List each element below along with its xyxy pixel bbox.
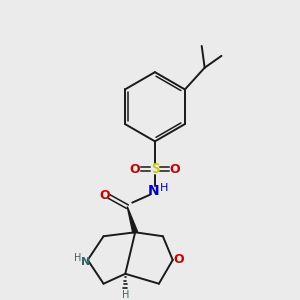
Text: O: O bbox=[169, 163, 180, 176]
Text: H: H bbox=[74, 253, 82, 263]
Text: O: O bbox=[130, 163, 140, 176]
Text: O: O bbox=[173, 254, 184, 266]
Text: O: O bbox=[99, 189, 110, 202]
Polygon shape bbox=[127, 207, 137, 233]
Text: H: H bbox=[160, 183, 168, 193]
Text: N: N bbox=[148, 184, 160, 198]
Text: H: H bbox=[122, 290, 129, 300]
Text: S: S bbox=[151, 162, 159, 176]
Text: N: N bbox=[81, 257, 90, 267]
